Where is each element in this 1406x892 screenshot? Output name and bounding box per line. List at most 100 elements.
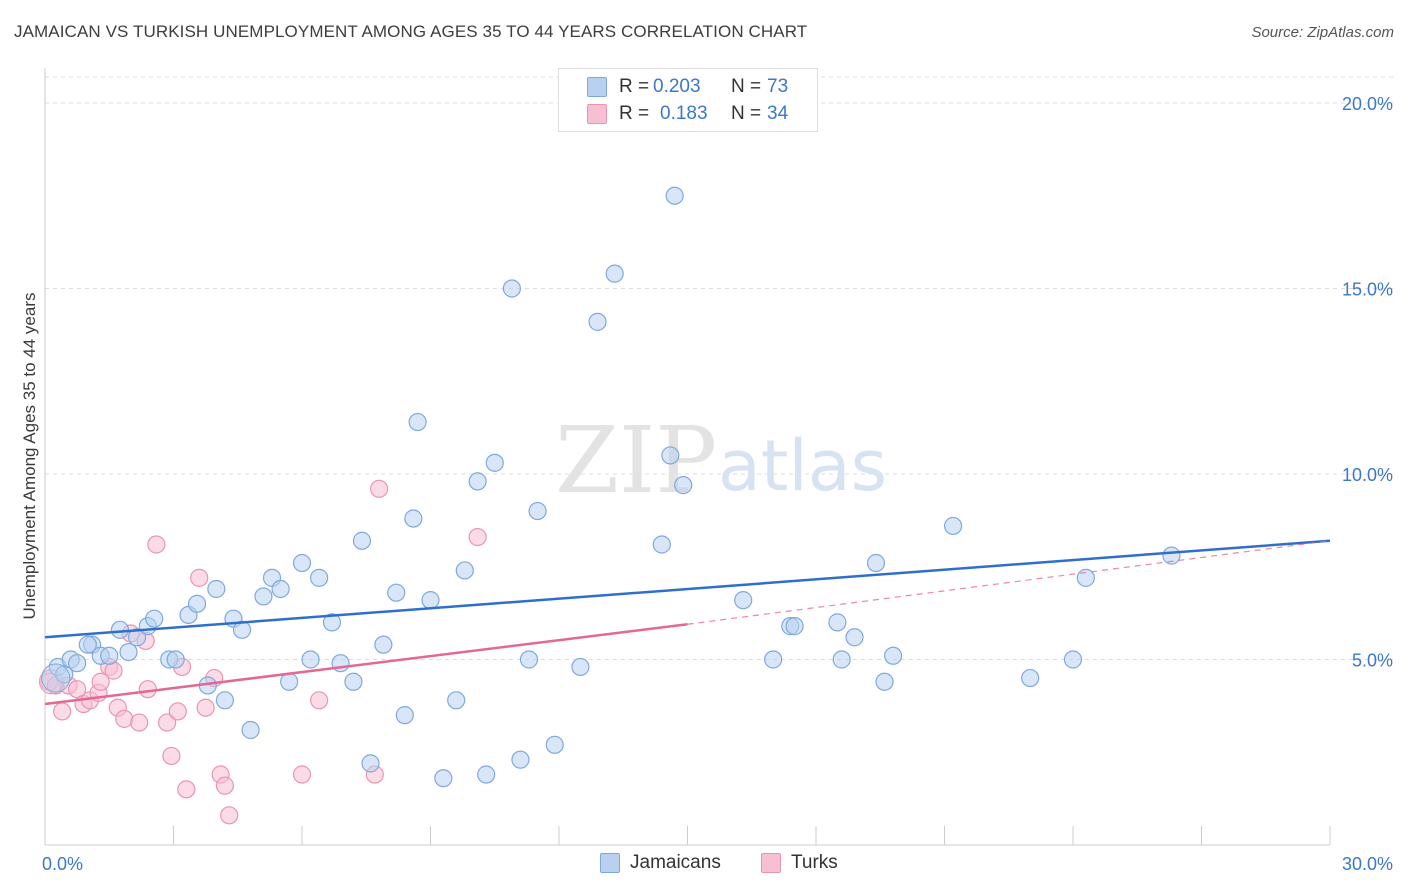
jamaicans-point <box>344 672 363 691</box>
turks-point <box>370 479 389 498</box>
jamaicans-point <box>785 617 804 636</box>
jamaicans-point <box>110 620 130 639</box>
jamaicans-point <box>832 650 851 669</box>
turks-legend-label: Turks <box>791 852 838 873</box>
legend-swatch-turks <box>587 104 607 124</box>
jamaicans-point <box>661 446 680 465</box>
jamaicans-point <box>511 750 530 769</box>
chart-title: JAMAICAN VS TURKISH UNEMPLOYMENT AMONG A… <box>14 22 808 41</box>
trend-layer <box>44 539 1331 706</box>
jamaicans-point <box>845 628 864 647</box>
jamaicans-point <box>292 553 312 573</box>
turks-point <box>177 780 196 799</box>
jamaicans-point <box>434 769 453 788</box>
jamaicans-point <box>447 691 466 710</box>
jamaicans-point <box>468 472 487 491</box>
turks-point <box>130 713 149 732</box>
source-label: Source: ZipAtlas.com <box>1251 24 1394 41</box>
jamaicans-point <box>883 646 903 665</box>
legend-r-label: R = <box>619 76 650 97</box>
y-tick-label: 5.0% <box>1352 650 1393 670</box>
jamaicans-trendline <box>44 539 1331 639</box>
jamaicans-point <box>254 587 273 606</box>
jamaicans-swatch <box>600 853 620 873</box>
legend-item-turks[interactable]: Turks <box>761 852 838 874</box>
jamaicans-point <box>764 650 783 669</box>
turks-point <box>157 713 177 732</box>
jamaicans-point <box>322 613 342 632</box>
y-tick-label: 10.0% <box>1342 465 1393 485</box>
jamaicans-point <box>310 568 329 587</box>
legend-item-jamaicans[interactable]: Jamaicans <box>600 852 721 874</box>
correlation-legend: R = 0.203 N = 73 R = 0.183 N = 34 <box>558 68 818 132</box>
jamaicans-point <box>828 613 847 632</box>
turks-point <box>138 680 157 699</box>
jamaicans-point <box>1021 668 1040 688</box>
legend-r-value: 0.183 <box>660 103 708 124</box>
legend-n-label: N = <box>731 76 762 97</box>
jamaicans-cluster-point <box>41 663 71 693</box>
watermark-zip: ZIP <box>555 407 717 514</box>
jamaicans-point <box>605 264 624 283</box>
series-legend: Jamaicans Turks <box>0 852 1406 876</box>
turks-point <box>310 691 329 710</box>
jamaicans-point <box>477 765 496 784</box>
jamaicans-point <box>502 279 521 298</box>
legend-row-jamaicans: R = 0.203 N = 73 <box>559 76 817 98</box>
turks-trendline-extension <box>687 540 1331 625</box>
legend-r-value: 0.203 <box>653 76 701 97</box>
turks-point <box>196 698 215 717</box>
legend-n-value: 34 <box>767 103 789 124</box>
legend-row-turks: R = 0.183 N = 34 <box>559 103 817 125</box>
jamaicans-point <box>280 672 299 691</box>
jamaicans-point <box>78 635 97 654</box>
jamaicans-point <box>943 516 963 536</box>
y-tick-label: 15.0% <box>1342 279 1393 299</box>
x-tick-label: 30.0% <box>1342 854 1393 874</box>
jamaicans-point <box>674 476 693 495</box>
y-tick-label: 20.0% <box>1342 94 1393 114</box>
jamaicans-point <box>875 672 894 691</box>
jamaicans-point <box>207 579 226 599</box>
jamaicans-point <box>145 609 164 628</box>
turks-point <box>162 746 181 766</box>
turks-point <box>215 776 234 795</box>
jamaicans-point <box>408 412 427 432</box>
axis-layer <box>44 68 1331 846</box>
jamaicans-point <box>127 628 147 647</box>
jamaicans-point <box>545 735 564 754</box>
jamaicans-point <box>166 650 185 669</box>
jamaicans-legend-label: Jamaicans <box>630 852 721 873</box>
jamaicans-point <box>68 654 87 673</box>
jamaicans-point <box>421 591 440 610</box>
watermark: ZIP atlas <box>555 407 887 514</box>
turks-point <box>115 709 134 728</box>
jamaicans-point <box>119 642 138 662</box>
legend-swatch-jamaicans <box>587 77 607 97</box>
legend-n-label: N = <box>731 103 762 124</box>
turks-point <box>168 702 187 721</box>
jamaicans-point <box>404 509 423 528</box>
jamaicans-point <box>374 635 393 654</box>
jamaicans-point <box>271 579 290 599</box>
tick-labels: 5.0% 10.0% 15.0% 20.0% 0.0% 30.0% <box>42 94 1393 874</box>
jamaicans-point <box>215 691 234 710</box>
turks-trendline <box>44 623 688 706</box>
watermark-atlas: atlas <box>718 425 887 507</box>
turks-point <box>292 765 312 784</box>
turks-point <box>468 527 487 547</box>
x-tick-label: 0.0% <box>42 854 83 874</box>
jamaicans-point <box>485 453 504 472</box>
jamaicans-point <box>665 186 684 205</box>
jamaicans-point <box>588 312 607 331</box>
jamaicans-point <box>187 594 207 613</box>
jamaicans-point <box>395 706 414 725</box>
turks-point <box>53 702 72 721</box>
grid-layer <box>45 76 1395 660</box>
jamaicans-point <box>734 591 753 610</box>
jamaicans-point <box>301 650 320 669</box>
jamaicans-point <box>387 583 406 602</box>
jamaicans-point <box>571 657 590 677</box>
jamaicans-point <box>361 754 380 773</box>
